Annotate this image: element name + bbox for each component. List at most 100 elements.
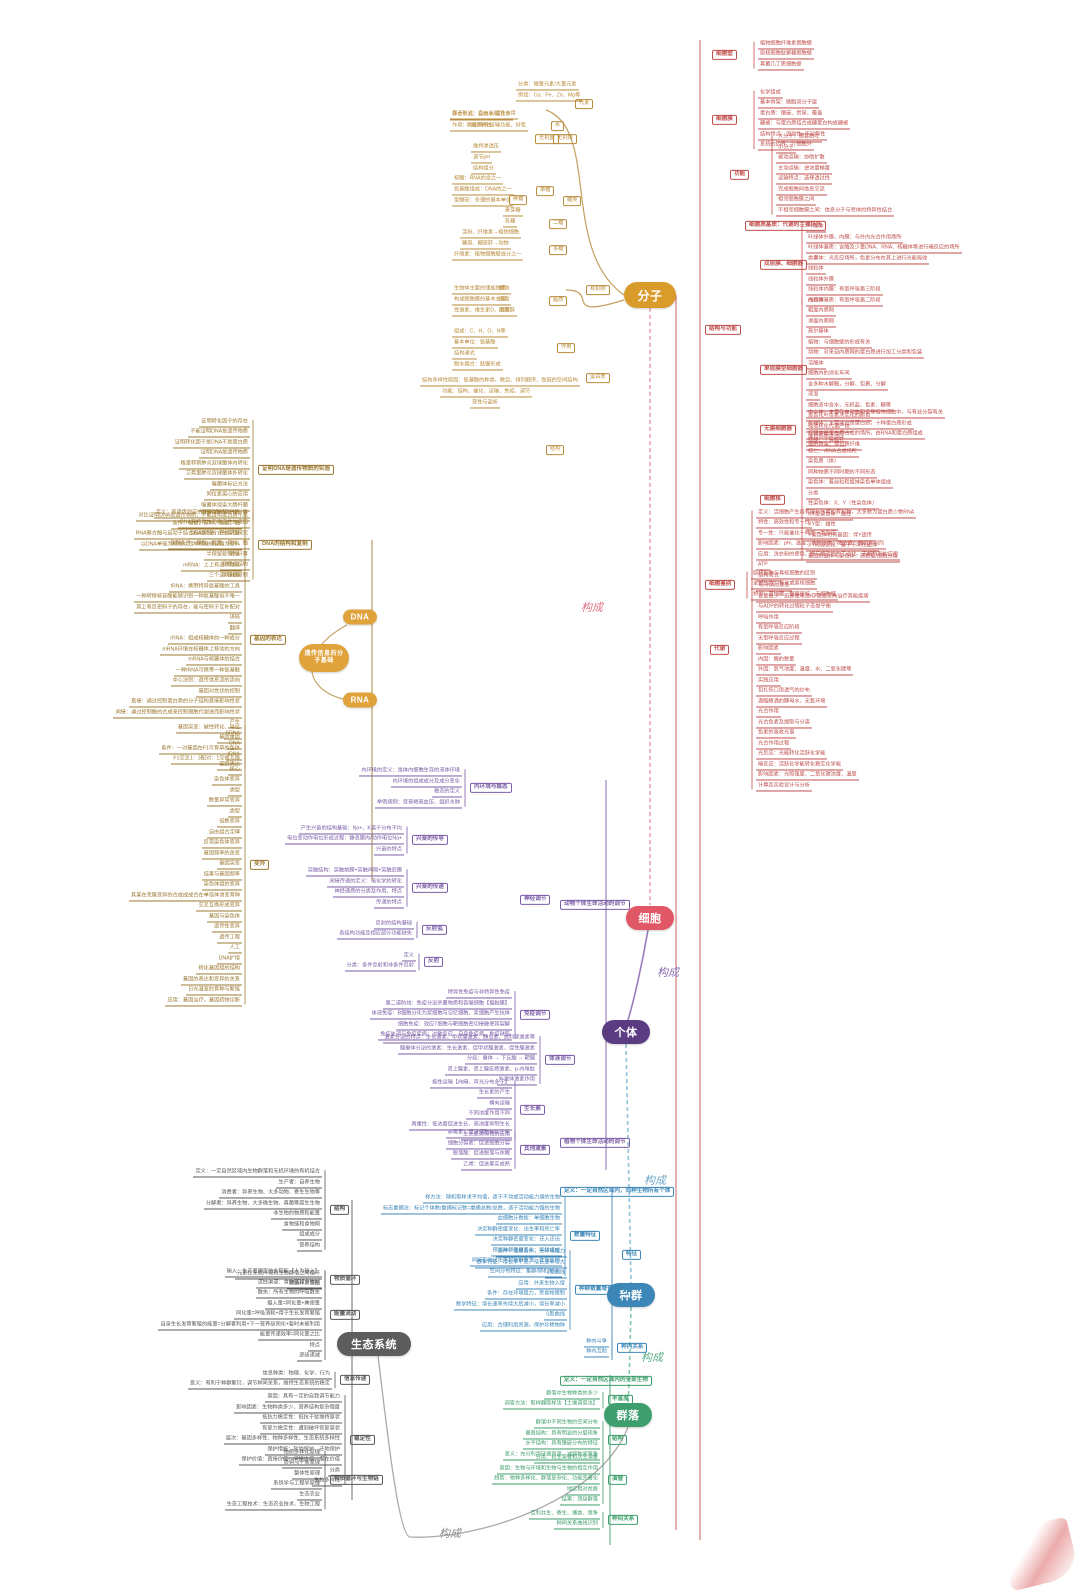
cell-leaf-7-11: 基因的载体与染色体：高数载/细胞分裂: [806, 553, 900, 563]
gene-leaf-0-3: 证明DNA是遗传物质: [198, 450, 250, 459]
cell-leaf-5-13: 维持细胞渗透压: [806, 434, 847, 443]
core-node-molecule[interactable]: 分子: [624, 282, 676, 308]
molecule-organic-leaf-3: 单糖: [536, 186, 555, 196]
gene-leaf-0-7: 同位素离心的应用: [204, 492, 250, 501]
cell-leaf-7-5: 分类: [806, 490, 821, 500]
eco-leaf-0-1: 生产者：自养生物: [276, 1179, 322, 1189]
pop-leaf-4-1: 种内互助: [584, 1349, 609, 1358]
connector-label-4: 构成: [439, 1528, 461, 1540]
eco-leaf-5-1: 协调与平衡原理: [281, 1460, 322, 1469]
molecule-protein-leaf-7: 结构: [546, 445, 565, 455]
pop-leaf-1-7: 空间分布特征：集群/随机/均匀: [487, 1268, 562, 1278]
gene-leaf-2-15: 一种tRNA可携带一种氨基酸: [173, 667, 242, 677]
molecule-organic-leaf-1: 氨基酸组成：DNA的之一: [452, 186, 514, 196]
cell-leaf-5-8: 含多种水解酶，分解、包裹、分解: [806, 381, 888, 391]
pop-leaf-1-0: 样方法：随机取样求平均值，适于不动或活动能力弱的生物: [423, 1195, 562, 1204]
eco-leaf-4-0: 原因：具有一定的自我调节能力: [265, 1393, 342, 1403]
cell-leaf-2-4: 运输特点：选择透过性: [776, 176, 832, 185]
pop-leaf-1-6: 间接影响出生率和种群数量：性别比例: [469, 1258, 562, 1267]
gene-leaf-2-12: rRNA：组成核糖体的一种成分: [168, 635, 242, 645]
molecule-organic-leaf-19: 性激素、维生素D、胆固醇: [452, 307, 517, 317]
eco-cat-5: 物质循环与生物链: [330, 1474, 383, 1486]
eco-cat-1: 物质循环: [330, 1274, 361, 1286]
eco-leaf-5-5: 生态工程技术：生态农业技术、生物工程: [224, 1502, 322, 1511]
cell-leaf-1-5: 系统的边界、介细胞外: [758, 142, 814, 151]
cell-leaf-1-4: 结构特点：流动性+不对称性: [758, 131, 828, 141]
core-node-population[interactable]: 种群: [607, 1283, 655, 1307]
core-node-genetic-basis[interactable]: 遗传信息的分 子基础: [299, 644, 349, 672]
pop-leaf-3-1: 数学特征：增长率不变，增长速率增大: [474, 1259, 567, 1269]
eco-leaf-4-3: 恢复力稳定性：遭到破坏恢复原状: [260, 1425, 342, 1435]
gene-leaf-2-6: 三个连续碱基: [206, 572, 242, 582]
eco-leaf-0-2: 消费者：异养生物、大多动物、寄生生物等: [219, 1190, 322, 1199]
ind-leaf-6-3: 肾上腺素、肾上腺皮质激素、p-内啡肽: [445, 1066, 537, 1076]
gene-leaf-3-1: 基因重组: [217, 734, 242, 744]
ind-leaf-9-3: 不同浓度作用不同: [466, 1111, 512, 1120]
core-node-ecosystem[interactable]: 生态系统: [337, 1332, 411, 1356]
cell-leaf-4-7: 线粒体基质：有氧呼吸第二阶段: [806, 297, 883, 307]
cell-leaf-2-1: 小分子: [776, 144, 796, 154]
cellr-leaf-2-13: 影响因素: [756, 645, 781, 655]
molecule-organic-leaf-21: 有机物: [586, 285, 610, 295]
cell-leaf-5-2: 滑面内质网: [806, 318, 836, 328]
gene-leaf-3-10: 自由组合定律: [206, 829, 242, 839]
pop-cat-3: 种群数量增长曲线: [575, 1284, 628, 1296]
ind-leaf-6-4: 外激体激素作用: [496, 1076, 537, 1086]
eco-leaf-3-1: 意义：有利于种群繁衍，调节种间关系，维持生态系统的稳定: [187, 1381, 332, 1390]
com-leaf-1-0: 群落中生物种类的多少: [544, 1390, 600, 1400]
core-node-cell[interactable]: 细胞: [626, 906, 674, 930]
ind-leaf-2-2: 神经递质的分类及作用、特点: [332, 889, 404, 898]
ind-cat-11: 植物个体生命活动的调节: [560, 1137, 630, 1149]
pop-cat-4: 种内关系: [617, 1342, 648, 1354]
ind-leaf-9-1: 生长素的产生: [476, 1090, 512, 1099]
gene-leaf-2-13: mRNA环境在核糖体上移动的方向: [160, 646, 242, 656]
eco-leaf-4-1: 影响因素：生物种类多少、营养结构复杂程度: [234, 1404, 342, 1414]
ind-cat-5: 神经调节: [520, 894, 551, 906]
com-cat-1: 丰富度: [608, 1394, 633, 1406]
gene-leaf-3-11: 反常染色体变异: [201, 839, 242, 849]
ind-leaf-0-0: 内环境的定义：是体内细胞生存的液体环境: [359, 768, 462, 777]
eco-leaf-1-0: 元素在无机环境和生物群落之间循环: [234, 1270, 322, 1280]
connector-label-2: 构成: [644, 1175, 666, 1187]
gene-leaf-0-0: 证明转化因子的存在: [199, 418, 250, 428]
cellr-leaf-2-3: 影响因素：pH、温度、底物浓度、酶浓度、酶的抑制剂: [756, 540, 886, 550]
gene-leaf-3-2: 条件：一对基因在F1可育草的色体: [159, 745, 242, 755]
pop-leaf-4-0: 种内斗争: [584, 1338, 609, 1348]
com-leaf-3-2: 趋势：物种多样化、群落复杂化、功能完善化: [492, 1475, 600, 1485]
pop-cat-1: 数量特征: [570, 1230, 601, 1242]
core-node-community[interactable]: 群落: [604, 1403, 652, 1427]
ind-leaf-0-3: 举例病例：肾衰竭高血压、组织水肿: [374, 799, 462, 809]
molecule-organic-leaf-2: 型酮苷：多理的基本单位: [452, 197, 514, 207]
eco-cat-2: 能量流动: [330, 1309, 361, 1321]
cell-leaf-6-0: 中心体：主要存在动物和低等植物细胞中，与有丝分裂有关: [806, 410, 945, 419]
pop-leaf-1-1: 标志重捕法：标记个体数/重捕标记数=重捕总数/总数，适于活动能力强的生物: [380, 1205, 562, 1215]
cell-leaf-7-0: 核膜：上有核孔: [806, 438, 847, 447]
cell-leaf-4-6: 线粒体内膜：有氧呼吸第三阶段: [806, 287, 883, 296]
cell-leaf-5-11: 是否花叶色素决定花的颜色: [806, 413, 873, 422]
molecule-organic-leaf-11: 纤维素：植物细胞壁成分之一: [452, 251, 524, 261]
molecule-top-leaf-11: 离子形式：自由水/固性作用: [450, 110, 518, 120]
ind-leaf-1-0: 产生兴奋的结构基础：Na+、K离子分布不均: [298, 825, 404, 835]
core-node-rna[interactable]: RNA: [343, 692, 377, 708]
core-node-dna[interactable]: DNA: [343, 609, 377, 625]
core-label-cell: 细胞: [638, 913, 662, 925]
eco-leaf-2-6: 能量传递效率=同化量之比: [257, 1331, 322, 1341]
eco-leaf-4-8: 生物多样性: [312, 1477, 342, 1487]
cell-leaf-0-1: 原核细胞肽聚糖细胞壁: [758, 50, 814, 60]
molecule-organic-leaf-0: 核酸：RNA的含之一: [452, 175, 504, 185]
gene-leaf-3-19: 遗传性变异: [212, 923, 242, 933]
molecule-top-leaf-6: 水: [551, 121, 565, 131]
ind-leaf-1-1: 电位变动作电位形成过程：静息膜内/动作电位Na+: [285, 835, 404, 845]
cellr-leaf-2-21: 色素的吸收光谱: [756, 729, 797, 739]
pop-leaf-3-6: S型曲线: [543, 1312, 567, 1321]
gene-leaf-3-16: 其某在克隆变异的合成成成合在单倍体诱变育种: [129, 892, 242, 902]
gene-leaf-3-14: 结果与基因频率: [201, 871, 242, 881]
core-node-individual[interactable]: 个体: [602, 1020, 650, 1044]
cellr-cat-0: 结构与功能: [705, 324, 741, 336]
ind-leaf-10-3: 乙烯：促进果实成熟: [461, 1161, 512, 1171]
molecule-protein-leaf-5: 功能：结构、催化、运输、免疫、调节: [440, 388, 533, 398]
molecule-top-leaf-0: 分类：微量元素/大量元素: [516, 81, 579, 91]
cell-leaf-5-4: 植物：与细胞壁的形成有关: [806, 339, 873, 349]
eco-leaf-5-2: 整体性原理: [292, 1470, 322, 1480]
eco-leaf-2-2: 散失：所有生物的呼吸散失: [255, 1289, 322, 1299]
